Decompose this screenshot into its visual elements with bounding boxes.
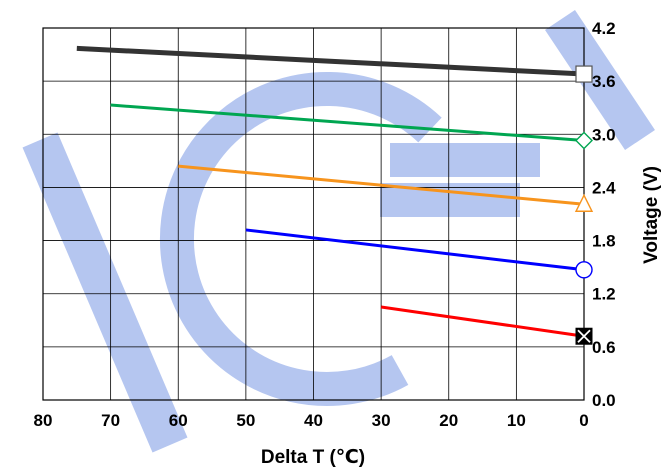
- y-tick-label: 2.4: [592, 178, 616, 197]
- y-tick-label: 4.2: [592, 19, 616, 38]
- x-tick-label: 40: [304, 411, 323, 430]
- plot-frame: [42, 27, 585, 401]
- series-line-2: [110, 103, 585, 142]
- x-tick-labels: 80 70 60 50 40 30 20 10 0: [34, 411, 589, 430]
- markers-layer: [574, 65, 594, 345]
- series-line-4: [245, 228, 585, 272]
- x-tick-label: 80: [34, 411, 53, 430]
- x-tick-label: 70: [101, 411, 120, 430]
- series-line-1: [76, 45, 585, 77]
- x-axis-label: Delta T (℃): [261, 447, 365, 468]
- x-tick-label: 0: [579, 411, 588, 430]
- x-tick-label: 50: [236, 411, 255, 430]
- y-tick-label: 3.6: [592, 72, 616, 91]
- y-axis-label: Voltage (V): [641, 166, 662, 264]
- x-tick-label: 60: [169, 411, 188, 430]
- y-tick-label: 0.6: [592, 338, 616, 357]
- series-1-end-marker: [575, 65, 593, 83]
- y-tick-label: 0.0: [592, 391, 616, 410]
- series-line-5: [380, 305, 585, 338]
- series-line-3: [178, 164, 585, 206]
- series-4-end-marker: [575, 261, 593, 279]
- series-layer: [76, 45, 585, 338]
- y-tick-label: 1.2: [592, 285, 616, 304]
- x-tick-label: 20: [439, 411, 458, 430]
- x-tick-label: 10: [507, 411, 526, 430]
- watermark: [22, 10, 655, 453]
- y-tick-label: 1.8: [592, 232, 616, 251]
- x-tick-label: 30: [372, 411, 391, 430]
- y-tick-label: 3.0: [592, 125, 616, 144]
- series-2-end-marker: [575, 131, 593, 150]
- y-tick-labels: 0.0 0.6 1.2 1.8 2.4 3.0 3.6 4.2: [592, 19, 616, 410]
- series-5-end-marker: [575, 327, 593, 345]
- series-3-end-marker: [574, 193, 594, 212]
